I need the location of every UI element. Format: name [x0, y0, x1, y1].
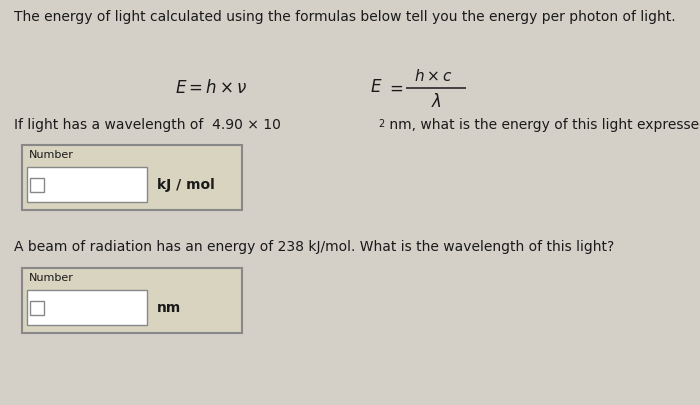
- FancyBboxPatch shape: [30, 301, 44, 315]
- Text: kJ / mol: kJ / mol: [157, 177, 215, 192]
- Text: nm, what is the energy of this light expressed in kJ/mol?: nm, what is the energy of this light exp…: [385, 118, 700, 132]
- Text: $=$: $=$: [386, 79, 403, 96]
- Text: $\mathit{h} \times \mathit{c}$: $\mathit{h} \times \mathit{c}$: [414, 68, 453, 84]
- Text: The energy of light calculated using the formulas below tell you the energy per : The energy of light calculated using the…: [14, 10, 676, 24]
- FancyBboxPatch shape: [30, 177, 44, 192]
- Text: Number: Number: [29, 273, 74, 283]
- Text: $\mathit{E}$: $\mathit{E}$: [370, 79, 382, 96]
- Text: nm: nm: [157, 301, 181, 315]
- Text: 2: 2: [378, 119, 384, 129]
- Text: Number: Number: [29, 150, 74, 160]
- Text: $\lambda$: $\lambda$: [431, 93, 442, 111]
- FancyBboxPatch shape: [22, 268, 242, 333]
- FancyBboxPatch shape: [27, 290, 147, 325]
- Text: $\mathit{E} = \mathit{h} \times \nu$: $\mathit{E} = \mathit{h} \times \nu$: [175, 79, 248, 97]
- FancyBboxPatch shape: [22, 145, 242, 210]
- Text: If light has a wavelength of  4.90 × 10: If light has a wavelength of 4.90 × 10: [14, 118, 281, 132]
- FancyBboxPatch shape: [27, 167, 147, 202]
- Text: A beam of radiation has an energy of 238 kJ/mol. What is the wavelength of this : A beam of radiation has an energy of 238…: [14, 240, 615, 254]
